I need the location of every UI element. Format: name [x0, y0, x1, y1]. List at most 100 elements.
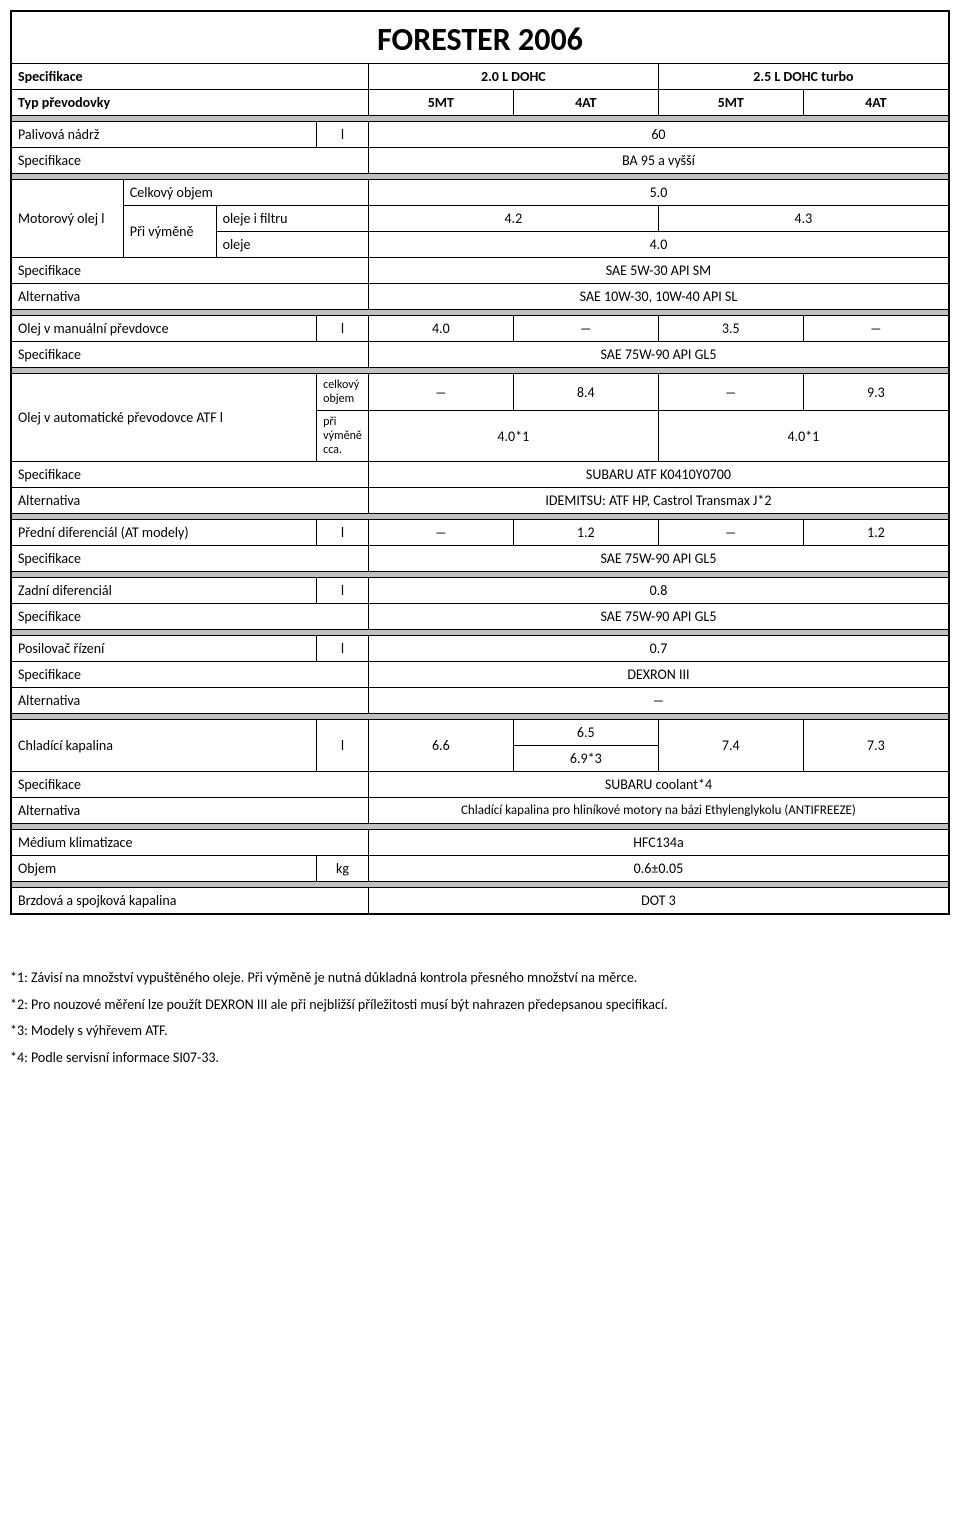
atf-spec-label: Specifikace	[12, 462, 368, 488]
atf-total-label: celkový objem	[317, 374, 369, 411]
ps-value: 0.7	[368, 636, 948, 662]
footnotes: *1: Závisí na množství vypuštěného oleje…	[10, 965, 950, 1071]
rear-diff-label: Zadní diferenciál	[12, 578, 317, 604]
note-1: *1: Závisí na množství vypuštěného oleje…	[10, 965, 950, 992]
note-3: *3: Modely s výhřevem ATF.	[10, 1018, 950, 1045]
brake-value: DOT 3	[368, 888, 948, 914]
coolant-v2a: 6.5	[513, 720, 658, 746]
engine-1: 2.0 L DOHC	[368, 64, 658, 90]
fuel-tank-label: Palivová nádrž	[12, 122, 317, 148]
header-trans: Typ převodovky 5MT 4AT 5MT 4AT	[12, 90, 948, 116]
front-diff-spec-row: Specifikace SAE 75W-90 API GL5	[12, 546, 948, 572]
atf-change-label: při výměně cca.	[317, 411, 369, 462]
manual-spec-label: Specifikace	[12, 342, 368, 368]
coolant-v2b: 6.9*3	[513, 746, 658, 772]
manual-label: Olej v manuální převdovce	[12, 316, 317, 342]
manual-v4: ―	[803, 316, 948, 342]
trans-label: Typ převodovky	[12, 90, 368, 116]
ps-alt-value: ―	[368, 688, 948, 714]
coolant-v4: 7.3	[803, 720, 948, 772]
engine-oil-only-value: 4.0	[368, 232, 948, 258]
ps-unit: l	[317, 636, 369, 662]
rear-diff-spec-row: Specifikace SAE 75W-90 API GL5	[12, 604, 948, 630]
spec-table: Specifikace 2.0 L DOHC 2.5 L DOHC turbo …	[12, 63, 948, 913]
engine-oil-alt-value: SAE 10W-30, 10W-40 API SL	[368, 284, 948, 310]
front-diff-v1: ―	[368, 520, 513, 546]
engine-oil-total-label: Celkový objem	[123, 180, 368, 206]
rear-diff-spec-value: SAE 75W-90 API GL5	[368, 604, 948, 630]
ac-vol-label: Objem	[12, 856, 317, 882]
coolant-alt-row: Alternativa Chladící kapalina pro hliník…	[12, 798, 948, 824]
ps-spec-row: Specifikace DEXRON III	[12, 662, 948, 688]
coolant-row-a: Chladící kapalina l 6.6 6.5 7.4 7.3	[12, 720, 948, 746]
engine-oil-spec-label: Specifikace	[12, 258, 368, 284]
note-2: *2: Pro nouzové měření lze použít DEXRON…	[10, 992, 950, 1019]
atf-total-v4: 9.3	[803, 374, 948, 411]
atf-total-v1: ―	[368, 374, 513, 411]
ps-spec-label: Specifikace	[12, 662, 368, 688]
front-diff-spec-value: SAE 75W-90 API GL5	[368, 546, 948, 572]
atf-alt-value: IDEMITSU: ATF HP, Castrol Transmax J*2	[368, 488, 948, 514]
ps-alt-row: Alternativa ―	[12, 688, 948, 714]
brake-label: Brzdová a spojková kapalina	[12, 888, 368, 914]
fuel-spec-label: Specifikace	[12, 148, 368, 174]
rear-diff-spec-label: Specifikace	[12, 604, 368, 630]
engine-oil-label: Motorový olej l	[12, 180, 123, 258]
atf-spec-value: SUBARU ATF K0410Y0700	[368, 462, 948, 488]
fuel-unit: l	[317, 122, 369, 148]
trans-2: 4AT	[513, 90, 658, 116]
front-diff-row: Přední diferenciál (AT modely) l ― 1.2 ―…	[12, 520, 948, 546]
manual-spec-row: Specifikace SAE 75W-90 API GL5	[12, 342, 948, 368]
fuel-value: 60	[368, 122, 948, 148]
atf-total-v3: ―	[658, 374, 803, 411]
front-diff-label: Přední diferenciál (AT modely)	[12, 520, 317, 546]
trans-3: 5MT	[658, 90, 803, 116]
ps-spec-value: DEXRON III	[368, 662, 948, 688]
engine-oil-filter-v2: 4.3	[658, 206, 948, 232]
engine-oil-alt-row: Alternativa SAE 10W-30, 10W-40 API SL	[12, 284, 948, 310]
atf-total-v2: 8.4	[513, 374, 658, 411]
atf-change-v2: 4.0*1	[658, 411, 948, 462]
engine-oil-filter-v1: 4.2	[368, 206, 658, 232]
atf-alt-label: Alternativa	[12, 488, 368, 514]
atf-change-v1: 4.0*1	[368, 411, 658, 462]
coolant-unit: l	[317, 720, 369, 772]
rear-diff-unit: l	[317, 578, 369, 604]
front-diff-v2: 1.2	[513, 520, 658, 546]
atf-alt-row: Alternativa IDEMITSU: ATF HP, Castrol Tr…	[12, 488, 948, 514]
ac-value: HFC134a	[368, 830, 948, 856]
engine-2: 2.5 L DOHC turbo	[658, 64, 948, 90]
front-diff-unit: l	[317, 520, 369, 546]
rear-diff-row: Zadní diferenciál l 0.8	[12, 578, 948, 604]
fuel-spec-value: BA 95 a vyšší	[368, 148, 948, 174]
atf-total-row: Olej v automatické převodovce ATF l celk…	[12, 374, 948, 411]
coolant-v1: 6.6	[368, 720, 513, 772]
coolant-alt-label: Alternativa	[12, 798, 368, 824]
engine-oil-total-row: Motorový olej l Celkový objem 5.0	[12, 180, 948, 206]
ps-alt-label: Alternativa	[12, 688, 368, 714]
note-4: *4: Podle servisní informace SI07-33.	[10, 1045, 950, 1072]
manual-v2: ―	[513, 316, 658, 342]
ac-label: Médium klimatizace	[12, 830, 368, 856]
engine-oil-spec-value: SAE 5W-30 API SM	[368, 258, 948, 284]
coolant-spec-value: SUBARU coolant*4	[368, 772, 948, 798]
fuel-spec-row: Specifikace BA 95 a vyšší	[12, 148, 948, 174]
spec-label: Specifikace	[12, 64, 368, 90]
manual-unit: l	[317, 316, 369, 342]
engine-oil-total-value: 5.0	[368, 180, 948, 206]
front-diff-spec-label: Specifikace	[12, 546, 368, 572]
ac-vol-unit: kg	[317, 856, 369, 882]
coolant-label: Chladící kapalina	[12, 720, 317, 772]
coolant-spec-row: Specifikace SUBARU coolant*4	[12, 772, 948, 798]
atf-label: Olej v automatické převodovce ATF l	[12, 374, 317, 462]
front-diff-v4: 1.2	[803, 520, 948, 546]
ps-label: Posilovač řízení	[12, 636, 317, 662]
engine-oil-filter-row: Při výměně oleje i filtru 4.2 4.3	[12, 206, 948, 232]
engine-oil-only-label: oleje	[216, 232, 368, 258]
front-diff-v3: ―	[658, 520, 803, 546]
coolant-alt-value: Chladící kapalina pro hliníkové motory n…	[368, 798, 948, 824]
ac-row: Médium klimatizace HFC134a	[12, 830, 948, 856]
trans-1: 5MT	[368, 90, 513, 116]
spec-sheet: FORESTER 2006 Specifikace 2.0 L DOHC 2.5…	[10, 10, 950, 915]
manual-v3: 3.5	[658, 316, 803, 342]
